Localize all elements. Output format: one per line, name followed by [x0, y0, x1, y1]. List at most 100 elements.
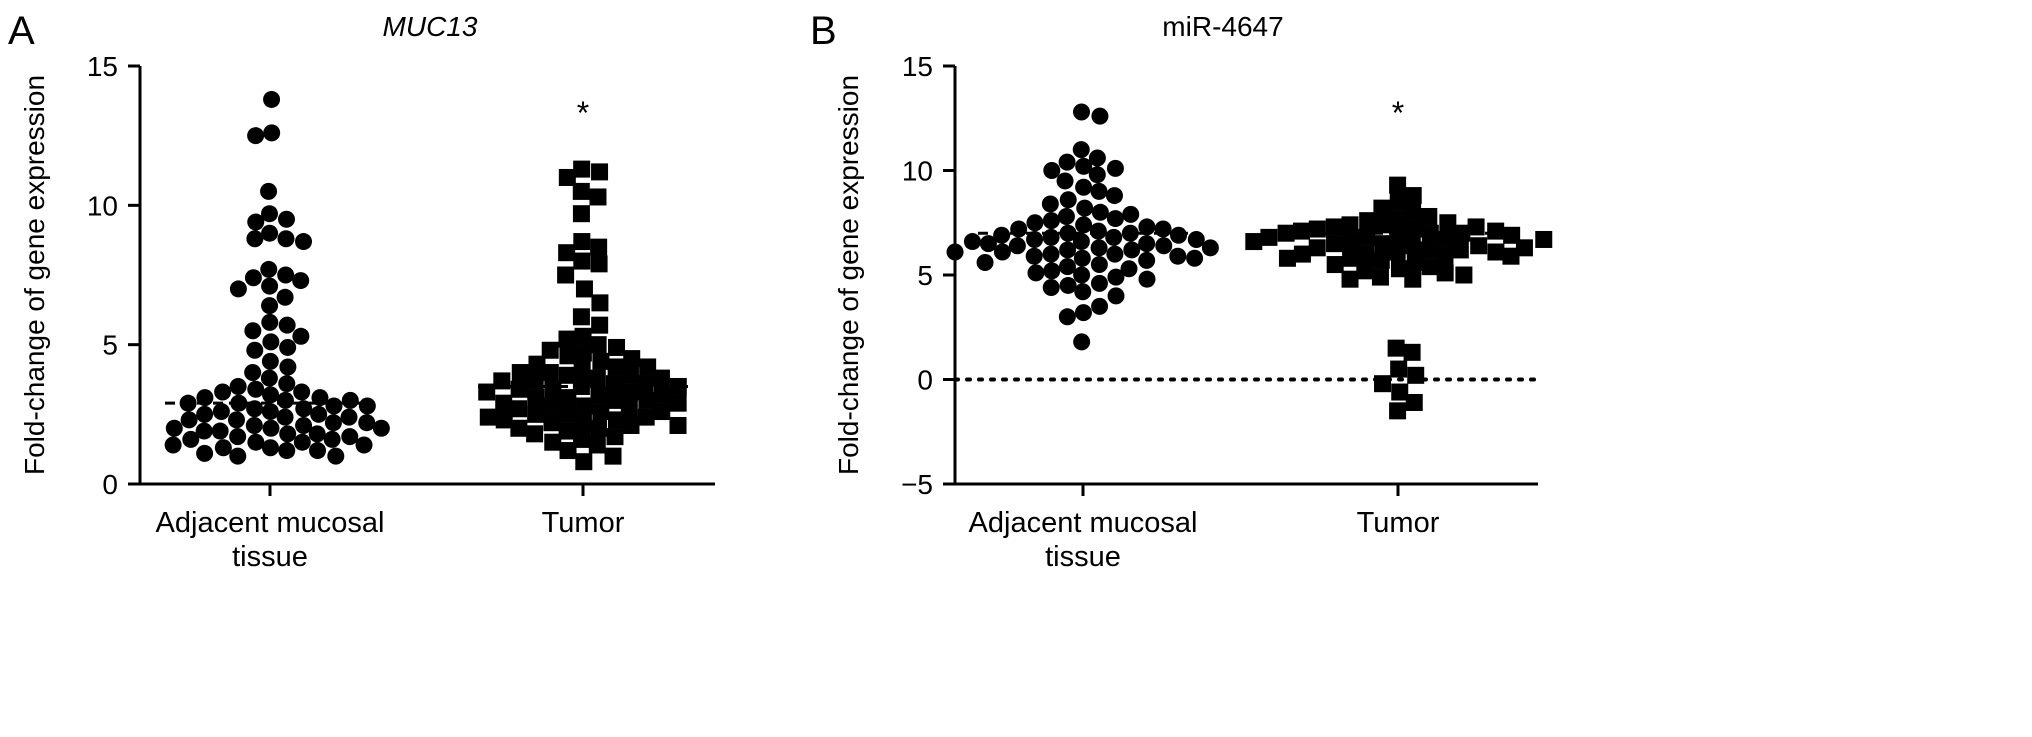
- series-adjacent: [164, 90, 390, 465]
- data-point: [263, 90, 281, 108]
- data-point: [278, 442, 296, 460]
- data-point: [669, 377, 687, 395]
- data-point: [993, 243, 1011, 261]
- data-point: [1105, 228, 1123, 246]
- data-point: [590, 238, 608, 256]
- data-point: [1026, 230, 1044, 248]
- data-point: [1042, 279, 1060, 297]
- data-point: [279, 358, 297, 376]
- data-point: [261, 224, 279, 242]
- data-point: [1008, 237, 1026, 255]
- data-point: [1372, 251, 1390, 269]
- data-point: [946, 243, 964, 261]
- data-point: [652, 369, 670, 387]
- data-point: [1390, 260, 1408, 278]
- data-point: [262, 386, 280, 404]
- data-point: [164, 436, 182, 454]
- data-point: [605, 391, 623, 409]
- x-tick-label: tissue: [232, 541, 308, 573]
- data-point: [588, 436, 606, 454]
- data-point: [1043, 162, 1061, 179]
- data-point: [1421, 258, 1439, 276]
- data-point: [179, 394, 197, 412]
- data-point: [1090, 274, 1108, 292]
- data-point: [575, 453, 593, 471]
- data-point: [1106, 245, 1124, 263]
- data-point: [1308, 239, 1326, 257]
- x-tick-label: tissue: [1045, 541, 1121, 573]
- data-point: [245, 416, 263, 434]
- data-point: [1389, 176, 1407, 194]
- data-point: [636, 375, 654, 393]
- data-point: [323, 430, 341, 448]
- data-point: [528, 355, 546, 373]
- data-point: [1090, 239, 1108, 257]
- data-point: [196, 405, 214, 423]
- data-point: [559, 389, 577, 407]
- data-point: [325, 397, 343, 415]
- data-point: [573, 361, 591, 379]
- data-point: [277, 230, 295, 248]
- data-point: [607, 358, 625, 376]
- data-point: [1406, 253, 1424, 271]
- data-point: [510, 380, 528, 398]
- data-point: [1201, 239, 1219, 257]
- data-point: [1169, 247, 1187, 265]
- data-point: [1358, 228, 1376, 246]
- data-point: [591, 316, 609, 334]
- data-point: [1341, 233, 1359, 251]
- data-point: [526, 372, 544, 390]
- data-point: [558, 168, 576, 186]
- data-point: [1357, 245, 1375, 263]
- data-point: [1170, 226, 1188, 244]
- data-point: [180, 411, 198, 429]
- data-point: [358, 414, 376, 432]
- data-point: [324, 414, 342, 432]
- data-point: [261, 403, 279, 421]
- data-point: [1122, 205, 1140, 223]
- data-point: [295, 400, 313, 418]
- chart-title: miR-4647: [1162, 11, 1283, 42]
- data-point: [1374, 216, 1392, 234]
- data-point: [261, 313, 279, 331]
- data-point: [653, 403, 671, 421]
- data-point: [260, 205, 278, 223]
- series-tumor: *: [1245, 95, 1553, 420]
- data-point: [1293, 245, 1311, 263]
- data-point: [244, 269, 262, 287]
- significance-marker: *: [1392, 95, 1404, 131]
- data-point: [1389, 226, 1407, 244]
- data-point: [1155, 237, 1173, 255]
- data-point: [260, 182, 278, 200]
- data-point: [510, 400, 528, 418]
- data-point: [1091, 297, 1109, 315]
- data-point: [592, 352, 610, 370]
- data-point: [574, 414, 592, 432]
- data-point: [1089, 222, 1107, 240]
- data-point: [606, 428, 624, 446]
- data-point: [1455, 266, 1473, 284]
- y-tick-label: 10: [87, 190, 118, 221]
- data-point: [541, 341, 559, 359]
- data-point: [557, 266, 575, 284]
- data-point: [1074, 283, 1092, 301]
- x-tick-label: Tumor: [542, 507, 625, 539]
- data-point: [1026, 214, 1044, 232]
- data-point: [1405, 220, 1423, 238]
- data-point: [246, 230, 264, 248]
- data-point: [639, 358, 657, 376]
- y-axis-label: Fold-change of gene expression: [833, 75, 864, 475]
- data-point: [358, 397, 376, 415]
- data-point: [573, 430, 591, 448]
- data-point: [1059, 276, 1077, 294]
- series-tumor: *: [478, 95, 688, 471]
- data-point: [589, 336, 607, 354]
- data-point: [311, 389, 329, 407]
- data-point: [574, 327, 592, 345]
- data-point: [1027, 264, 1045, 282]
- data-point: [589, 188, 607, 206]
- data-point: [976, 253, 994, 271]
- data-point: [1106, 159, 1124, 177]
- y-tick-label: 15: [902, 51, 933, 82]
